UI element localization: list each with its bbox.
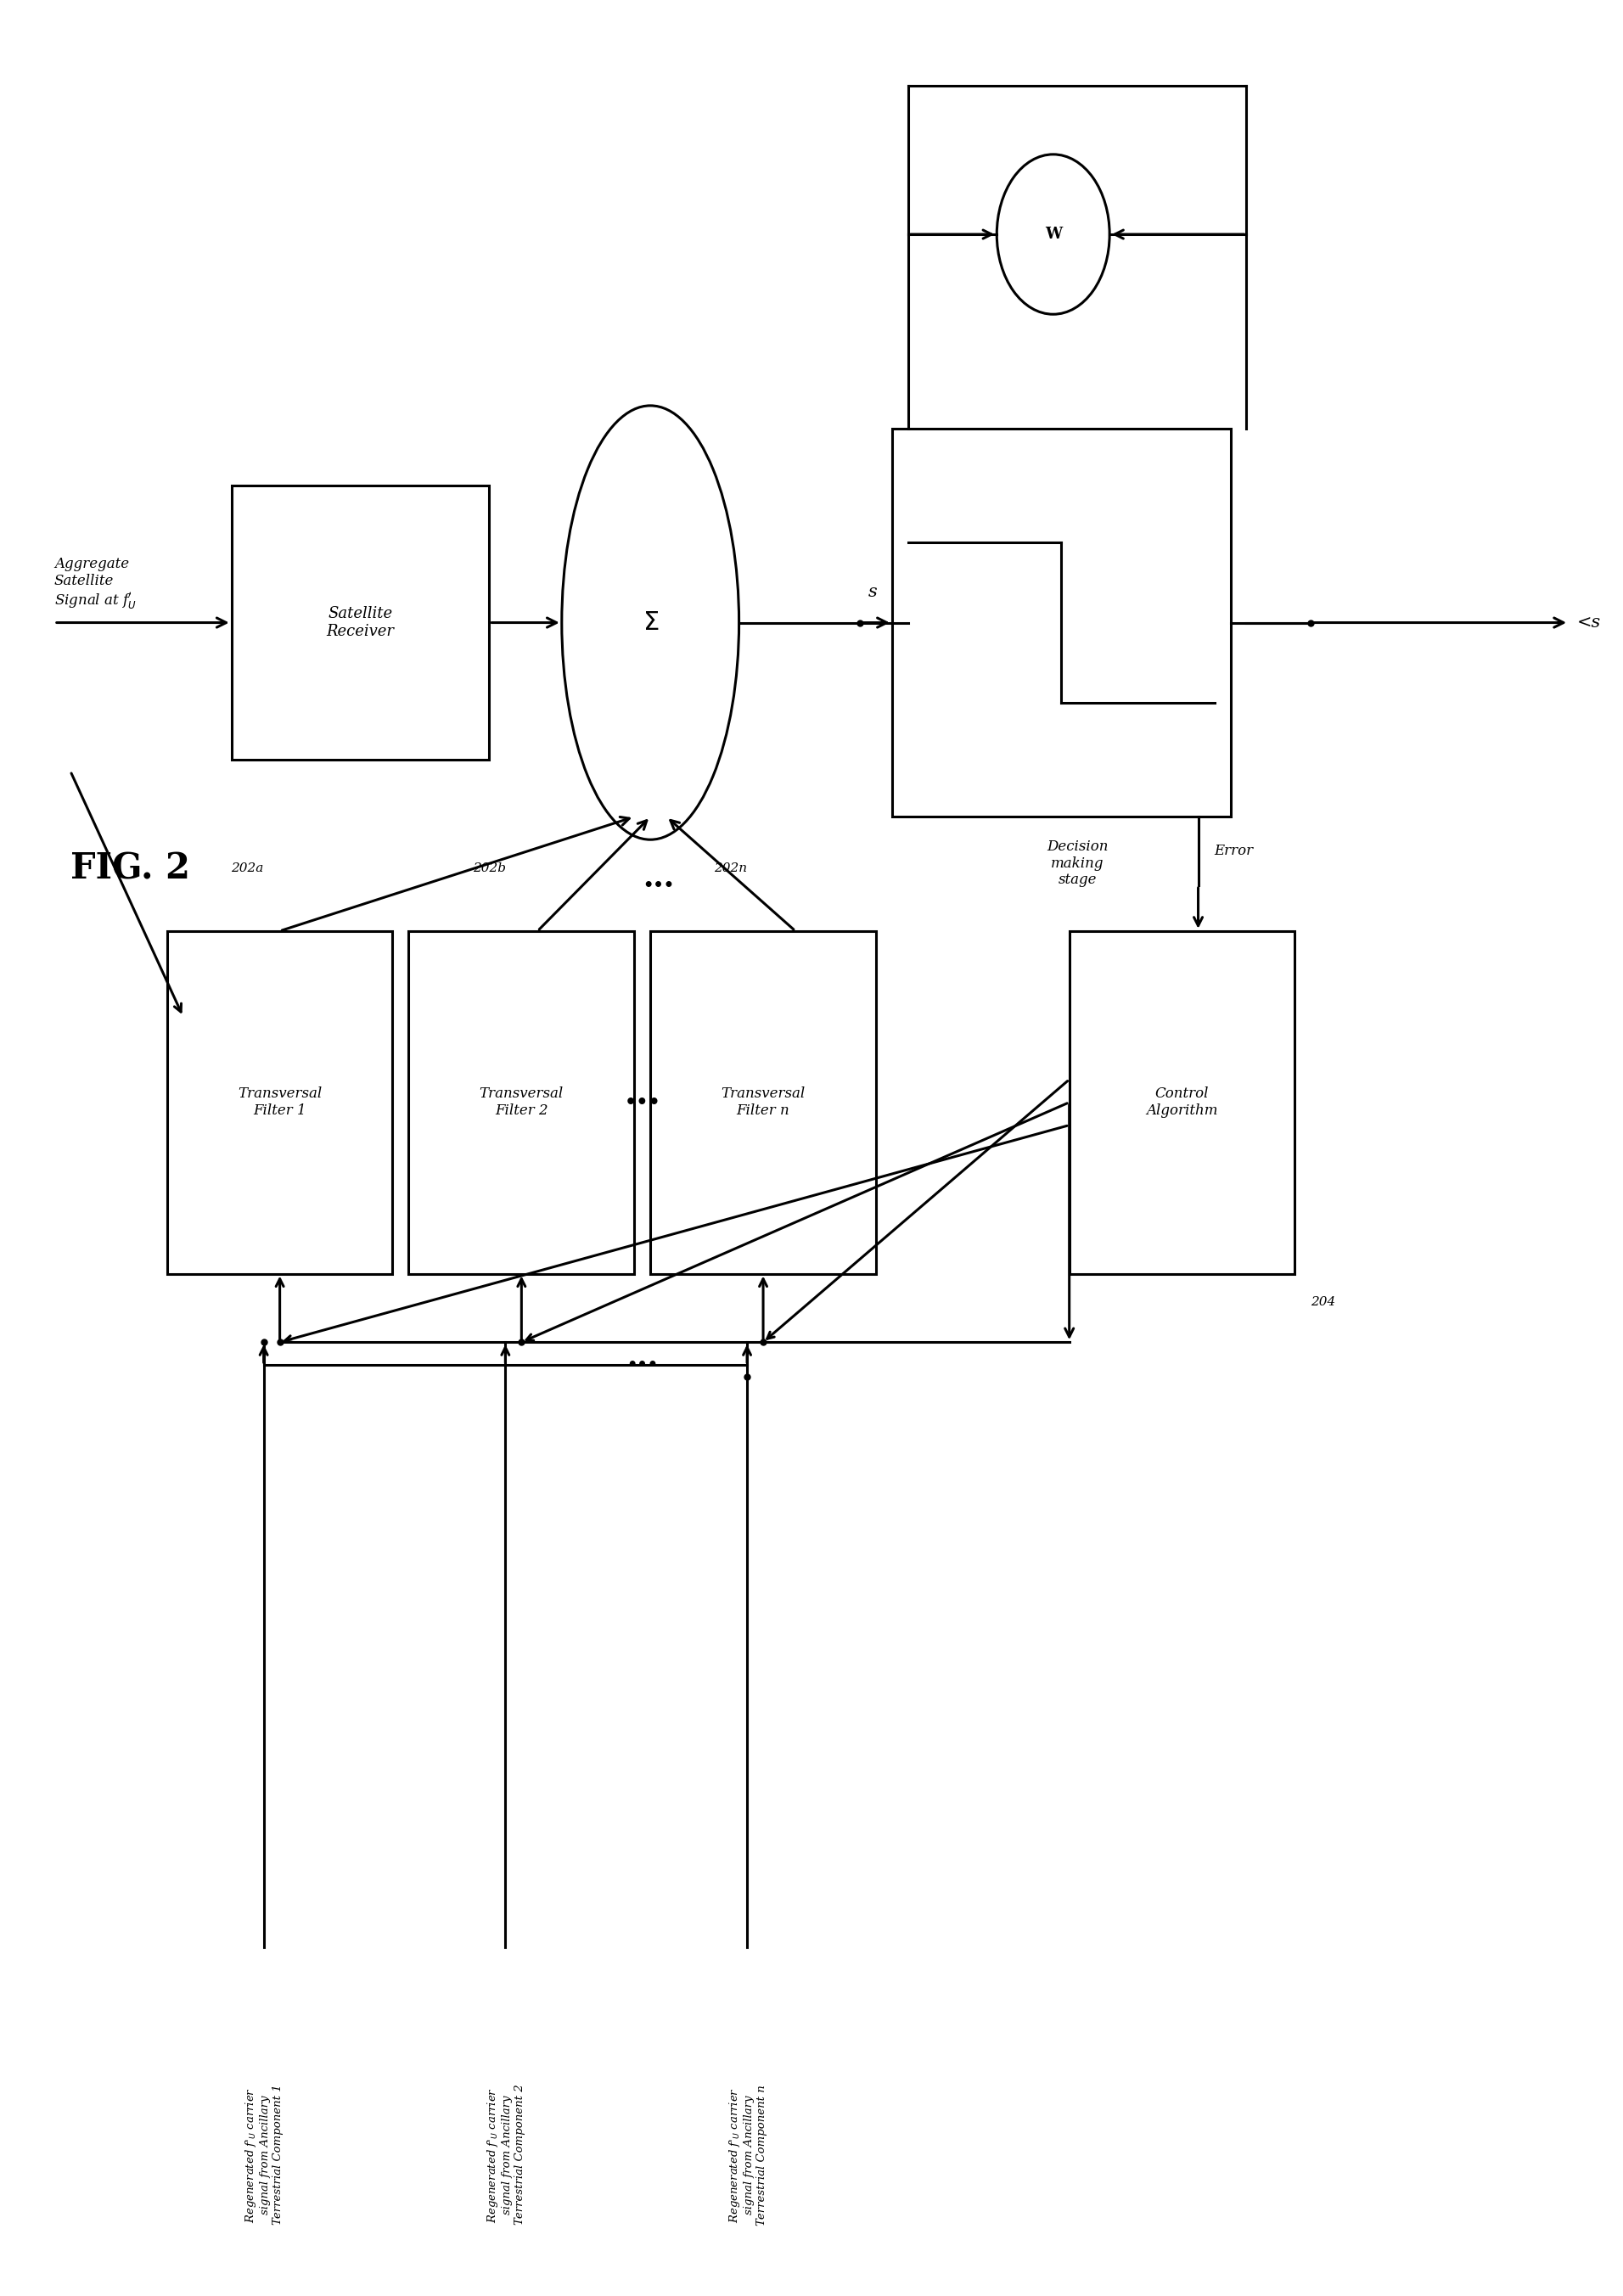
- Text: Control
Algorithm: Control Algorithm: [1146, 1086, 1217, 1118]
- Text: Error: Error: [1214, 845, 1253, 859]
- Text: 202a: 202a: [232, 861, 265, 875]
- Bar: [232, 484, 489, 760]
- Text: <s: <s: [1578, 615, 1600, 631]
- Text: 202n: 202n: [714, 861, 748, 875]
- Text: Aggregate
Satellite
Signal at f$^{\prime}_U$: Aggregate Satellite Signal at f$^{\prime…: [54, 558, 136, 611]
- Text: •••: •••: [643, 877, 674, 893]
- Text: $\Sigma$: $\Sigma$: [643, 608, 659, 636]
- Text: Transversal
Filter 1: Transversal Filter 1: [237, 1086, 321, 1118]
- Ellipse shape: [562, 406, 738, 840]
- Text: Regenerated f$'_U$ carrier
signal from Ancillary
Terrestrial Component n: Regenerated f$'_U$ carrier signal from A…: [727, 2085, 768, 2225]
- Text: 202b: 202b: [472, 861, 506, 875]
- Bar: [651, 930, 876, 1274]
- Text: Transversal
Filter n: Transversal Filter n: [721, 1086, 805, 1118]
- Text: Satellite
Receiver: Satellite Receiver: [326, 606, 394, 638]
- Text: FIG. 2: FIG. 2: [70, 852, 190, 886]
- Text: Transversal
Filter 2: Transversal Filter 2: [479, 1086, 563, 1118]
- Text: •••: •••: [626, 1357, 657, 1373]
- Text: Regenerated f$'_U$ carrier
signal from Ancillary
Terrestrial Component 1: Regenerated f$'_U$ carrier signal from A…: [243, 2085, 284, 2225]
- Text: Decision
making
stage: Decision making stage: [1047, 840, 1109, 886]
- Text: •••: •••: [625, 1093, 661, 1111]
- Text: 204: 204: [1311, 1297, 1336, 1309]
- Bar: [409, 930, 635, 1274]
- Text: Regenerated f$'_U$ carrier
signal from Ancillary
Terrestrial Component 2: Regenerated f$'_U$ carrier signal from A…: [485, 2085, 526, 2225]
- Bar: [893, 429, 1230, 817]
- Text: W: W: [1045, 227, 1061, 241]
- Circle shape: [997, 154, 1110, 315]
- Bar: [167, 930, 393, 1274]
- Text: s: s: [868, 583, 876, 599]
- Bar: [1070, 930, 1295, 1274]
